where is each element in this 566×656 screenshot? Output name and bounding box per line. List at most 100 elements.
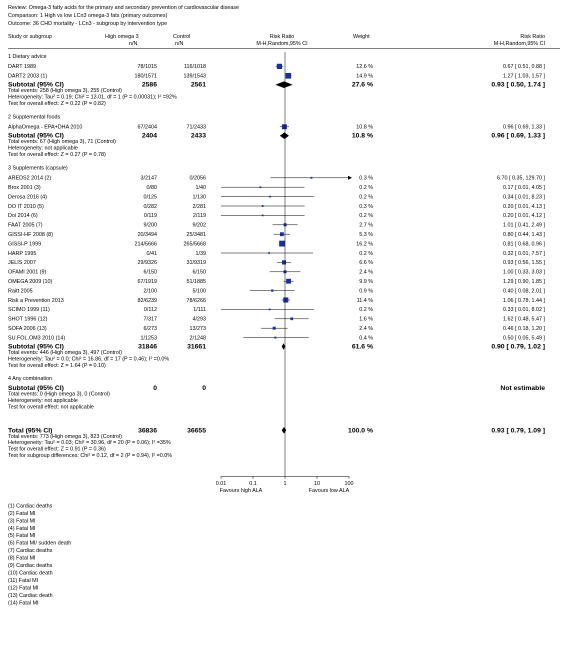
subtotal-ci: 0.96 [ 0.69, 1.33 ] xyxy=(491,133,545,140)
study-name: Doi 2014 (6) xyxy=(8,213,38,219)
study-exp-events: 29/9326 xyxy=(138,260,158,266)
total-ci: 0.93 [ 0.79, 1.09 ] xyxy=(491,427,545,434)
study-marker xyxy=(286,278,291,284)
study-ctrl-events: 1/111 xyxy=(193,307,206,313)
study-weight: 16.2 % xyxy=(356,241,373,247)
study-weight: 0.2 % xyxy=(359,194,373,200)
study-exp-events: 0/80 xyxy=(147,185,158,191)
study-ci: 1.62 [ 0.48, 5.47 ] xyxy=(503,317,545,323)
study-name: JELIS 2007 xyxy=(8,260,36,266)
study-ci: 0.20 [ 0.01, 4.12 ] xyxy=(503,213,545,219)
subgroup-note: Total events: 0 (High omega 3), 0 (Contr… xyxy=(8,392,110,398)
study-exp-events: 82/6239 xyxy=(138,298,158,304)
study-ci: 0.34 [ 0.01, 8.23 ] xyxy=(503,194,545,200)
study-ctrl-events: 1/130 xyxy=(193,194,207,200)
footnote: (4) Fatal MI xyxy=(8,526,36,532)
study-name: OMEGA 2009 (10) xyxy=(8,279,53,285)
subgroup-note: Test for overall effect: Z = 1.64 (P = 0… xyxy=(8,363,106,369)
subtotal-label: Subtotal (95% CI) xyxy=(8,133,64,140)
study-ci: 0.33 [ 0.01, 8.02 ] xyxy=(503,307,545,313)
subtotal-label: Subtotal (95% CI) xyxy=(8,385,64,392)
subtotal-ci: Not estimable xyxy=(500,385,545,392)
study-exp-events: 0/112 xyxy=(144,307,157,313)
subgroup-title: 2 Supplemental foods xyxy=(8,114,60,120)
subtotal-exp: 2586 xyxy=(142,82,157,89)
study-ctrl-events: 71/2433 xyxy=(187,125,207,131)
subtotal-weight: 27.6 % xyxy=(352,82,373,89)
study-ctrl-events: 1/39 xyxy=(196,251,207,257)
footnote: (10) Cardiac death xyxy=(8,570,53,576)
study-exp-events: 7/317 xyxy=(144,317,158,323)
subtotal-diamond xyxy=(281,343,286,350)
study-ctrl-events: 31/9319 xyxy=(187,260,207,266)
study-ci: 0.81 [ 0.68, 0.96 ] xyxy=(503,241,545,247)
study-exp-events: 67/2404 xyxy=(138,125,158,131)
study-weight: 5.3 % xyxy=(359,232,373,238)
subtotal-ctrl: 2561 xyxy=(191,82,206,89)
study-exp-events: 1/1253 xyxy=(141,335,158,341)
favours-right-label: Favours low ALA xyxy=(309,488,350,494)
subgroup-note: Heterogeneity: Tau² = 0.0; Chi² = 16.86,… xyxy=(8,356,169,362)
study-ctrl-events: 4/293 xyxy=(193,317,207,323)
study-exp-events: 9/200 xyxy=(144,223,158,229)
study-marker xyxy=(261,205,264,207)
study-weight: 0.2 % xyxy=(359,185,373,191)
subtotal-diamond xyxy=(275,81,293,88)
subtotal-exp: 31846 xyxy=(138,344,157,351)
subtotal-ci: 0.90 [ 0.79, 1.02 ] xyxy=(491,344,545,351)
study-marker xyxy=(310,176,313,179)
study-ci: 1.27 [ 1.03, 1.57 ] xyxy=(503,74,545,80)
study-weight: 0.2 % xyxy=(359,307,373,313)
study-name: HARP 1995 xyxy=(8,251,36,257)
study-ctrl-events: 9/202 xyxy=(193,223,207,229)
footnote: (6) Fatal MI/ sudden death xyxy=(8,541,71,547)
study-name: DART2 2003 (1) xyxy=(8,74,47,80)
study-name: Raitt 2005 xyxy=(8,288,33,294)
ctrl-header-bottom: n/N xyxy=(175,41,183,47)
study-weight: 12.6 % xyxy=(356,64,373,70)
study-marker xyxy=(268,308,271,311)
subtotal-weight: 61.6 % xyxy=(352,344,373,351)
study-name: AREDS2 2014 (2) xyxy=(8,176,51,182)
study-ci: 0.67 [ 0.51, 0.88 ] xyxy=(503,64,545,70)
study-ci: 6.70 [ 0.35, 129.70 ] xyxy=(497,176,545,182)
study-ci: 0.96 [ 0.69, 1.33 ] xyxy=(503,125,545,131)
footnote: (2) Fatal MI xyxy=(8,511,36,517)
total-ctrl: 36655 xyxy=(187,427,206,434)
study-name: SOFA 2006 (13) xyxy=(8,326,47,332)
column-headers: Study or subgroup High omega 3 n/N Contr… xyxy=(8,34,560,49)
study-ci: 1.00 [ 0.33, 3.03 ] xyxy=(503,270,545,276)
subtotal-label: Subtotal (95% CI) xyxy=(8,344,64,351)
study-name: GISSI-HF 2008 (8) xyxy=(8,232,53,238)
study-ci-line-arrow xyxy=(348,175,352,180)
study-ctrl-events: 5/100 xyxy=(193,288,207,294)
footnote: (14) Fatal MI xyxy=(8,600,39,606)
subtotal-ctrl: 31661 xyxy=(187,344,206,351)
comparison-line: Comparison: 1 High vs low LCn3 omega-3 f… xyxy=(8,13,168,19)
study-ci: 0.32 [ 0.01, 7.57 ] xyxy=(503,251,545,257)
subgroup-note: Total events: 446 (High omega 3), 497 (C… xyxy=(8,350,122,356)
subtotal-ctrl: 2433 xyxy=(191,133,206,140)
study-marker xyxy=(281,260,287,265)
footnote: (12) Fatal MI xyxy=(8,585,39,591)
study-ctrl-events: 25/3481 xyxy=(187,232,207,238)
study-ctrl-events: 139/1543 xyxy=(184,74,206,80)
study-name: Brox 2001 (3) xyxy=(8,185,41,191)
x-tick-label: 100 xyxy=(345,481,354,487)
study-exp-events: 0/125 xyxy=(144,194,158,200)
study-name: DART 1989 xyxy=(8,64,36,70)
study-ci: 0.93 [ 0.56, 1.55 ] xyxy=(503,260,545,266)
study-name: Derosa 2016 (4) xyxy=(8,194,47,200)
x-tick-label: 0.1 xyxy=(249,481,257,487)
study-name: OFAMI 2001 (9) xyxy=(8,270,47,276)
total-exp: 36836 xyxy=(138,427,157,434)
subtotal-diamond xyxy=(279,132,289,139)
subgroup-note: Total events: 67 (High omega 3), 71 (Con… xyxy=(8,139,116,145)
study-marker xyxy=(279,232,284,237)
rr2-header-top: Risk Ratio xyxy=(520,34,545,40)
subgroup-title: 3 Supplements (capsule) xyxy=(8,165,68,171)
exp-header-bottom: n/N xyxy=(129,41,137,47)
study-marker xyxy=(274,336,277,339)
study-weight: 0.4 % xyxy=(359,335,373,341)
study-name: Risk a Prevention 2013 xyxy=(8,298,64,304)
